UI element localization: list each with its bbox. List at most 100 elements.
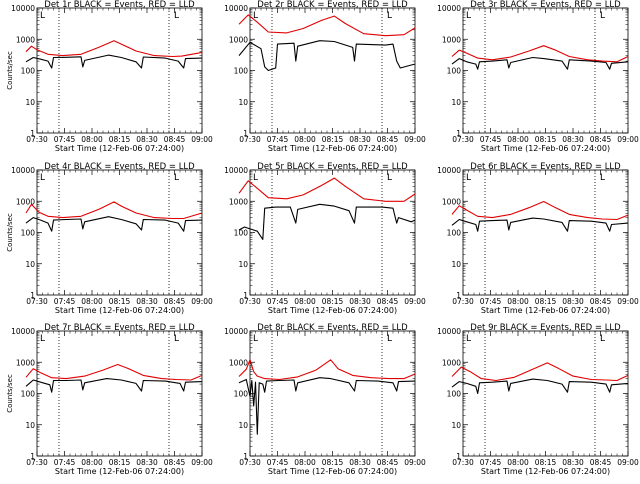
x-tick-label: 09:00 <box>404 135 426 144</box>
chart-title: Det 9r BLACK = Events, RED = LLD <box>470 323 621 333</box>
series-line-events <box>25 378 203 393</box>
y-tick-label: 10 <box>25 98 35 107</box>
x-tick-label: 08:15 <box>322 135 344 144</box>
corner-marker-left: L <box>40 334 45 344</box>
series-line-lld <box>25 40 203 58</box>
x-tick-label: 08:00 <box>81 458 103 467</box>
y-tick-label: 1000 <box>442 197 461 206</box>
y-tick-label: 1 <box>243 291 248 300</box>
series-line-lld <box>238 14 416 37</box>
y-tick-label: 1000 <box>442 35 461 44</box>
y-tick-label: 10 <box>238 421 248 430</box>
x-tick-label: 07:45 <box>480 297 502 306</box>
x-axis-label: Start Time (12-Feb-06 07:24:00) <box>55 467 184 476</box>
corner-marker-right: L <box>387 334 392 344</box>
y-tick-label: 100 <box>234 390 249 399</box>
plot-frame <box>462 169 629 296</box>
y-tick-label: 1000 <box>16 197 35 206</box>
y-tick-label: 10 <box>238 260 248 269</box>
corner-marker-right: L <box>600 11 605 21</box>
y-tick-label: 1 <box>243 452 248 461</box>
y-tick-label: 1000 <box>229 197 248 206</box>
y-tick-label: 10 <box>451 421 461 430</box>
plot-frame <box>36 169 203 296</box>
series-line-lld <box>25 363 203 381</box>
x-tick-label: 08:30 <box>136 297 158 306</box>
x-tick-label: 09:00 <box>617 458 639 467</box>
series-line-events <box>238 203 416 240</box>
y-tick-label: 1 <box>456 291 461 300</box>
plot-frame <box>36 7 203 134</box>
x-axis-label: Start Time (12-Feb-06 07:24:00) <box>268 306 397 315</box>
y-tick-label: 100 <box>21 67 36 76</box>
x-tick-label: 08:00 <box>294 135 316 144</box>
x-tick-label: 08:30 <box>349 458 371 467</box>
corner-marker-left: L <box>253 334 258 344</box>
y-tick-label: 10 <box>451 98 461 107</box>
series-line-events <box>25 54 203 69</box>
x-axis-label: Start Time (12-Feb-06 07:24:00) <box>55 306 184 315</box>
series-line-lld <box>25 201 203 220</box>
chart-panel-8: Det 8r BLACK = Events, RED = LLD 1 10 100 10… <box>224 323 426 476</box>
x-tick-label: 07:45 <box>267 297 289 306</box>
x-tick-label: 07:30 <box>26 135 48 144</box>
y-tick-label: 10000 <box>437 166 461 175</box>
x-tick-label: 08:45 <box>590 135 612 144</box>
chart-panel-6: Det 6r BLACK = Events, RED = LLD 1 10 100 10… <box>437 162 639 315</box>
x-tick-label: 08:15 <box>322 458 344 467</box>
chart-panel-5: Det 5r BLACK = Events, RED = LLD 1 10 100 10… <box>224 162 426 315</box>
x-tick-label: 08:45 <box>377 458 399 467</box>
y-tick-label: 10000 <box>224 4 248 13</box>
x-tick-label: 07:45 <box>54 135 76 144</box>
plot-frame <box>249 169 416 296</box>
x-tick-label: 08:00 <box>507 458 529 467</box>
x-tick-label: 07:45 <box>480 135 502 144</box>
x-tick-label: 07:30 <box>26 297 48 306</box>
plot-frame <box>462 330 629 457</box>
corner-marker-right: L <box>387 173 392 183</box>
x-tick-label: 08:00 <box>507 297 529 306</box>
chart-title: Det 8r BLACK = Events, RED = LLD <box>257 323 408 333</box>
x-tick-label: 08:15 <box>109 297 131 306</box>
x-tick-label: 09:00 <box>404 458 426 467</box>
y-tick-label: 10000 <box>437 4 461 13</box>
x-tick-label: 08:15 <box>535 135 557 144</box>
x-tick-label: 08:00 <box>294 458 316 467</box>
x-tick-label: 07:45 <box>267 135 289 144</box>
x-tick-label: 07:30 <box>452 135 474 144</box>
y-tick-label: 100 <box>447 390 462 399</box>
x-tick-label: 08:45 <box>377 135 399 144</box>
y-tick-label: 10000 <box>224 166 248 175</box>
x-tick-label: 08:00 <box>81 297 103 306</box>
chart-title: Det 1r BLACK = Events, RED = LLD <box>44 0 195 10</box>
x-tick-label: 08:15 <box>109 135 131 144</box>
y-tick-label: 100 <box>21 229 36 238</box>
chart-title: Det 6r BLACK = Events, RED = LLD <box>470 162 621 172</box>
x-tick-label: 08:30 <box>136 458 158 467</box>
y-tick-label: 10000 <box>437 327 461 336</box>
chart-panel-2: Det 2r BLACK = Events, RED = LLD 1 10 100 10… <box>224 0 426 153</box>
chart-title: Det 7r BLACK = Events, RED = LLD <box>44 323 195 333</box>
y-tick-label: 10000 <box>11 4 35 13</box>
y-tick-label: 100 <box>447 67 462 76</box>
y-tick-label: 10000 <box>224 327 248 336</box>
y-tick-label: 1000 <box>16 358 35 367</box>
x-tick-label: 09:00 <box>404 297 426 306</box>
plot-frame <box>462 7 629 134</box>
y-tick-label: 100 <box>234 67 249 76</box>
plot-frame <box>249 7 416 134</box>
y-tick-label: 1 <box>30 452 35 461</box>
corner-marker-left: L <box>253 173 258 183</box>
x-tick-label: 09:00 <box>617 297 639 306</box>
x-tick-label: 07:30 <box>239 135 261 144</box>
x-tick-label: 08:00 <box>81 135 103 144</box>
chart-panel-9: Det 9r BLACK = Events, RED = LLD 1 10 100 10… <box>437 323 639 476</box>
y-tick-label: 10 <box>451 260 461 269</box>
x-tick-label: 08:30 <box>562 297 584 306</box>
corner-marker-left: L <box>466 11 471 21</box>
chart-panel-3: Det 3r BLACK = Events, RED = LLD 1 10 100 10… <box>437 0 639 153</box>
y-tick-label: 10 <box>25 421 35 430</box>
corner-marker-right: L <box>387 11 392 21</box>
y-tick-label: 1 <box>243 129 248 138</box>
